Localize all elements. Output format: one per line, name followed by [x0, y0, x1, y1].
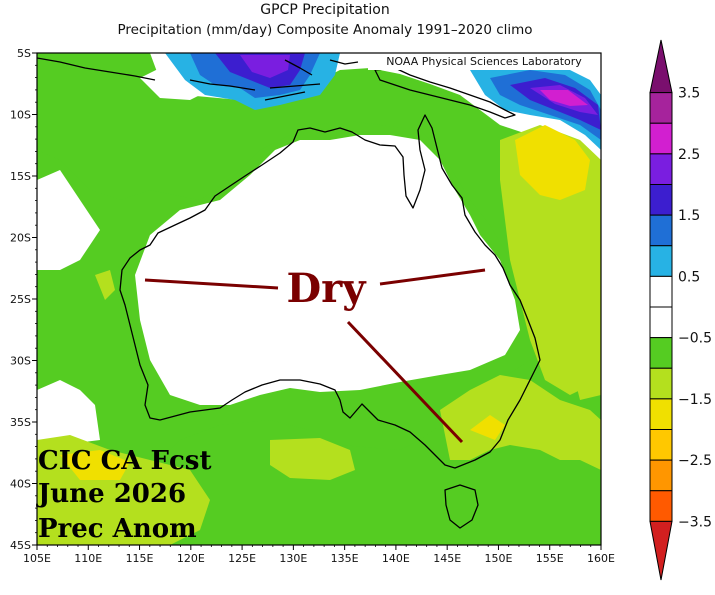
credit-box — [368, 53, 601, 70]
colorbar-label: −0.5 — [678, 331, 712, 347]
credit-label: NOAA Physical Sciences Laboratory — [386, 55, 582, 68]
dry-label: Dry — [286, 265, 367, 312]
map-title: GPCP Precipitation — [260, 2, 390, 18]
lon-tick-label: 150E — [484, 552, 512, 565]
colorbar-segment — [649, 398, 673, 430]
lon-tick-label: 115E — [126, 552, 154, 565]
lat-tick-label: 30S — [10, 355, 31, 368]
colorbar-segment — [649, 429, 673, 461]
colorbar-segment — [649, 245, 673, 277]
colorbar-segment — [649, 122, 673, 155]
dry-arrow-southeast — [346, 320, 464, 444]
colorbar-label: −1.5 — [678, 392, 712, 408]
colorbar-segment — [649, 306, 673, 339]
dry-arrow-east — [379, 268, 486, 286]
forecast-line-3: Prec Anom — [38, 514, 197, 544]
dry-arrow-west — [144, 278, 279, 290]
colorbar-label: −2.5 — [678, 453, 712, 469]
colorbar-segment — [649, 214, 673, 247]
lat-tick-label: 15S — [10, 170, 31, 183]
colorbar-label: 1.5 — [678, 208, 700, 224]
lat-tick-label: 25S — [10, 293, 31, 306]
lat-tick-label: 20S — [10, 232, 31, 245]
colorbar-label: 0.5 — [678, 269, 700, 285]
colorbar-segment — [649, 459, 673, 492]
australia-coastline — [119, 114, 541, 469]
colorbar-segment — [649, 337, 673, 369]
near-zero-north-west — [37, 170, 100, 270]
anomaly-yellow-regions — [60, 125, 590, 480]
new-guinea-coastline — [374, 67, 516, 119]
forecast-caption: CIC CA Fcst June 2026 Prec Anom — [36, 446, 211, 544]
colorbar-segment — [649, 275, 673, 308]
colorbar-segment — [649, 184, 673, 216]
colorbar-label: 2.5 — [678, 147, 700, 163]
anomaly-wet-regions — [165, 53, 601, 150]
forecast-line-1: CIC CA Fcst — [38, 446, 211, 476]
lat-tick-label: 40S — [10, 478, 31, 491]
lon-tick-label: 105E — [23, 552, 51, 565]
lon-tick-label: 125E — [228, 552, 256, 565]
lon-tick-label: 160E — [587, 552, 615, 565]
lat-tick-label: 10S — [10, 109, 31, 122]
coastlines — [37, 57, 541, 529]
colorbar-segment — [649, 92, 673, 124]
longitude-axis: 105E 110E 115E 120E 125E 130E 135E 140E 145E 150E… — [23, 545, 615, 565]
colorbar-label: −3.5 — [678, 514, 712, 530]
timor-coastline — [264, 91, 306, 101]
near-zero-south-west — [37, 380, 100, 450]
colorbar-segment — [649, 153, 673, 185]
map-plot-area: NOAA Physical Sciences Laboratory — [37, 53, 601, 545]
lat-tick-label: 45S — [10, 539, 31, 552]
latitude-axis: 5S 10S 15S 20S 25S 30S 35S 40S 45S — [10, 47, 37, 552]
lon-tick-label: 135E — [331, 552, 359, 565]
colorbar-segment — [649, 490, 673, 522]
lon-tick-label: 130E — [279, 552, 307, 565]
near-zero-interior — [135, 135, 520, 405]
lon-tick-label: 145E — [433, 552, 461, 565]
colorbar-labels: 3.5 2.5 1.5 0.5 −0.5 −1.5 −2.5 −3.5 — [678, 86, 712, 531]
indonesia-coastline — [37, 57, 359, 91]
lon-tick-label: 155E — [536, 552, 564, 565]
colorbar-segment — [649, 520, 673, 581]
colorbar-label: 3.5 — [678, 86, 700, 102]
forecast-line-2: June 2026 — [36, 479, 186, 509]
colorbar-segment — [649, 39, 673, 94]
lon-tick-label: 110E — [74, 552, 102, 565]
dry-annotation: Dry — [144, 265, 486, 444]
lon-tick-label: 140E — [382, 552, 410, 565]
lat-tick-label: 35S — [10, 416, 31, 429]
colorbar — [649, 39, 673, 581]
colorbar-segment — [649, 367, 673, 400]
map-subtitle: Precipitation (mm/day) Composite Anomaly… — [117, 22, 533, 38]
lat-tick-label: 5S — [17, 47, 31, 60]
tasmania-coastline — [444, 484, 479, 529]
lon-tick-label: 120E — [177, 552, 205, 565]
